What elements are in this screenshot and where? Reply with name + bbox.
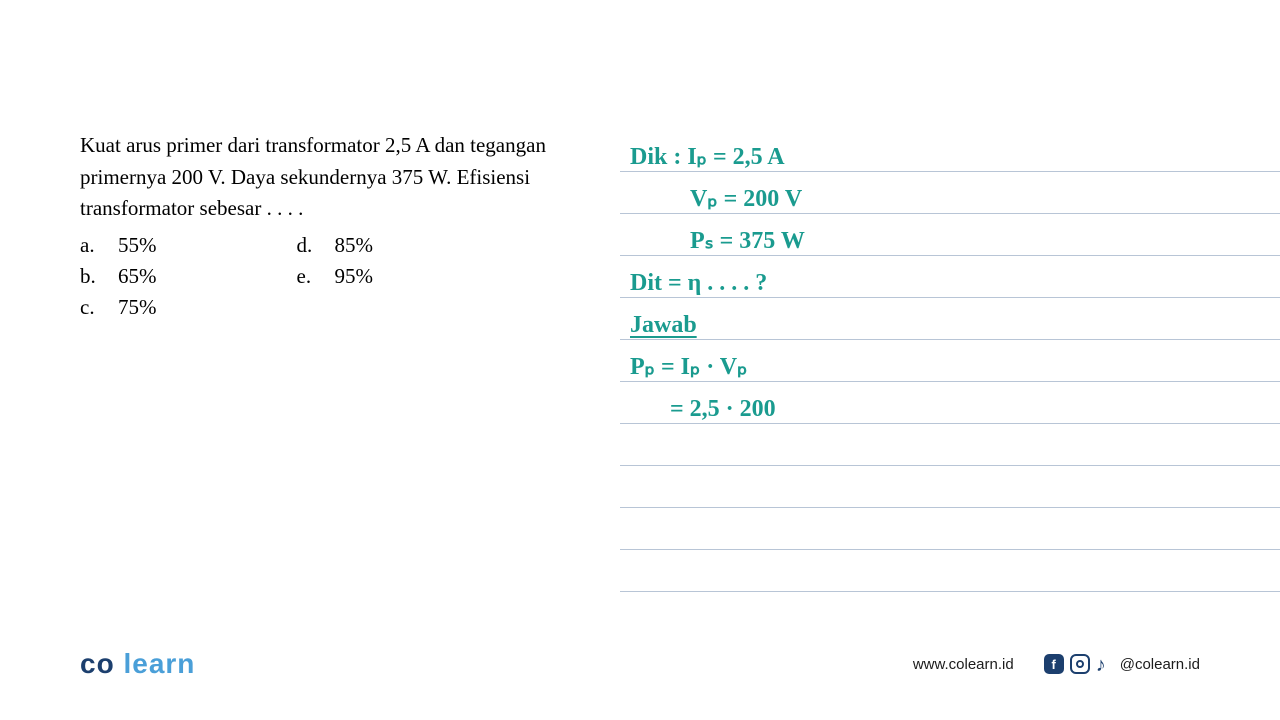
option-a: a. 55% <box>80 233 157 258</box>
hw-calc: = 2,5 · 200 <box>630 384 1240 426</box>
facebook-icon: f <box>1044 654 1064 674</box>
option-value: 95% <box>335 264 374 289</box>
footer: co learn www.colearn.id f ♪ @colearn.id <box>0 648 1280 680</box>
option-letter: e. <box>297 264 317 289</box>
hw-asked: Dit = η . . . . ? <box>630 258 1240 300</box>
hw-given-ip: Dik : Iₚ = 2,5 A <box>630 132 1240 174</box>
question-block: Kuat arus primer dari transformator 2,5 … <box>80 130 600 426</box>
option-c: c. 75% <box>80 295 157 320</box>
handwriting-block: Dik : Iₚ = 2,5 A Vₚ = 200 V Pₛ = 375 W D… <box>630 132 1240 426</box>
options-right-column: d. 85% e. 95% <box>297 233 374 320</box>
social-handle: @colearn.id <box>1120 656 1200 673</box>
option-letter: a. <box>80 233 100 258</box>
options-left-column: a. 55% b. 65% c. 75% <box>80 233 157 320</box>
tiktok-icon: ♪ <box>1096 654 1114 674</box>
option-value: 55% <box>118 233 157 258</box>
options-container: a. 55% b. 65% c. 75% d. 85% e. <box>80 233 600 320</box>
logo-dot <box>115 648 124 679</box>
social-links: f ♪ @colearn.id <box>1044 654 1200 674</box>
option-letter: d. <box>297 233 317 258</box>
instagram-icon <box>1070 654 1090 674</box>
option-value: 85% <box>335 233 374 258</box>
option-b: b. 65% <box>80 264 157 289</box>
website-url: www.colearn.id <box>913 656 1014 673</box>
hw-jawab-label: Jawab <box>630 300 1240 342</box>
footer-right: www.colearn.id f ♪ @colearn.id <box>913 654 1200 674</box>
hw-given-vp: Vₚ = 200 V <box>630 174 1240 216</box>
option-d: d. 85% <box>297 233 374 258</box>
option-letter: c. <box>80 295 100 320</box>
logo-co-text: co <box>80 648 115 679</box>
colearn-logo: co learn <box>80 648 195 680</box>
question-text: Kuat arus primer dari transformator 2,5 … <box>80 130 600 225</box>
worked-solution: Dik : Iₚ = 2,5 A Vₚ = 200 V Pₛ = 375 W D… <box>630 130 1240 426</box>
option-e: e. 95% <box>297 264 374 289</box>
option-value: 75% <box>118 295 157 320</box>
hw-given-ps: Pₛ = 375 W <box>630 216 1240 258</box>
option-value: 65% <box>118 264 157 289</box>
option-letter: b. <box>80 264 100 289</box>
logo-learn-text: learn <box>123 648 195 679</box>
hw-formula: Pₚ = Iₚ · Vₚ <box>630 342 1240 384</box>
